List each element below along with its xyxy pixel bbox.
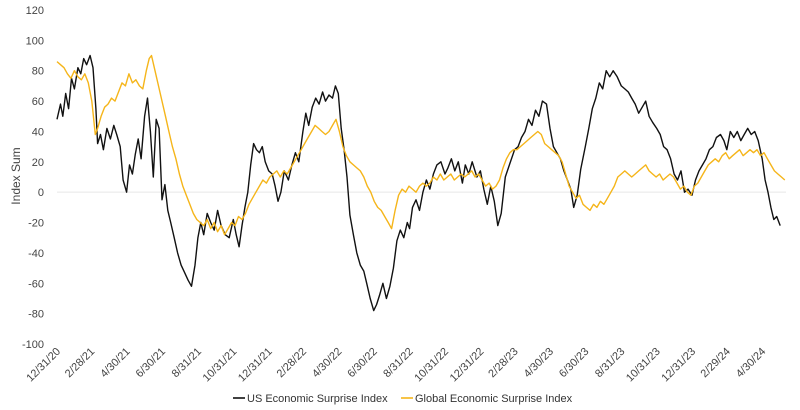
y-axis: -100 -80 -60 -40 -20 0 20 40 60 80 100 120 [22,5,44,351]
series-group [56,54,786,312]
x-tick-label: 6/30/23 [557,346,591,380]
x-tick-label: 12/31/23 [659,346,698,385]
x-tick-label: 2/28/21 [63,346,97,380]
x-tick-label: 10/31/21 [201,346,240,385]
x-tick-label: 4/30/23 [522,346,556,380]
x-tick-label: 2/28/23 [486,346,520,380]
x-tick-label: 4/30/22 [310,346,344,380]
y-tick-label: -80 [28,309,44,321]
x-tick-label: 6/30/22 [345,346,379,380]
y-tick-label: 0 [38,187,44,199]
x-tick-label: 2/29/24 [699,346,733,380]
x-tick-label: 8/31/22 [381,346,415,380]
x-tick-label: 12/31/20 [24,346,63,385]
x-tick-label: 10/31/23 [624,346,663,385]
x-tick-label: 12/31/22 [448,346,487,385]
x-tick-label: 6/30/21 [134,346,168,380]
y-tick-label: 120 [26,5,44,17]
y-tick-label: -20 [28,218,44,230]
y-tick-label: -100 [22,339,44,351]
x-tick-label: 8/31/21 [170,346,204,380]
x-tick-label: 10/31/22 [412,346,451,385]
us-series-line [56,54,781,312]
legend-label: Global Economic Surprise Index [415,393,573,405]
x-tick-label: 8/31/23 [593,346,627,380]
y-tick-label: 20 [32,157,44,169]
legend: US Economic Surprise Index Global Economi… [233,393,573,405]
global-series-line [56,54,786,236]
y-tick-label: 80 [32,66,44,78]
y-tick-label: 100 [26,35,44,47]
y-tick-label: -40 [28,248,44,260]
y-tick-label: 60 [32,96,44,108]
y-tick-label: -60 [28,278,44,290]
y-tick-label: 40 [32,126,44,138]
y-axis-label: Index Sum [9,147,23,204]
x-tick-label: 12/31/21 [236,346,275,385]
x-axis: 12/31/20 2/28/21 4/30/21 6/30/21 8/31/2110/3… [24,346,768,385]
x-tick-label: 4/30/24 [734,346,768,380]
x-tick-label: 2/28/22 [275,346,309,380]
legend-label: US Economic Surprise Index [247,393,388,405]
x-tick-label: 4/30/21 [98,346,132,380]
